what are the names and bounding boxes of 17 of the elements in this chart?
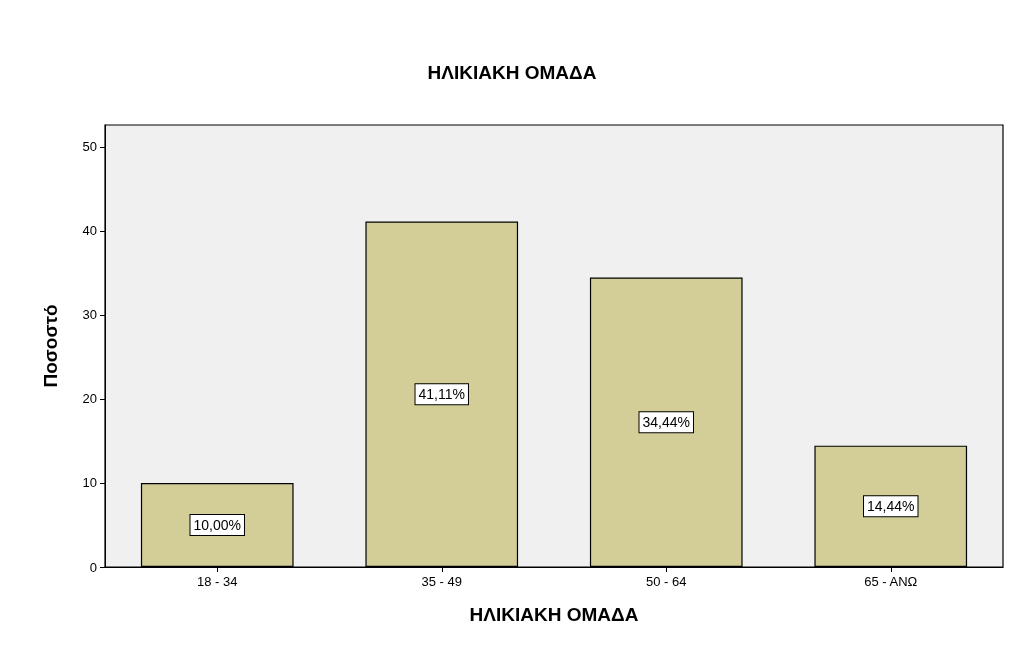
y-axis-title: Ποσοστό bbox=[40, 304, 61, 388]
y-tick-label: 40 bbox=[82, 223, 97, 239]
data-label: 14,44% bbox=[867, 498, 915, 515]
x-tick-label: 50 - 64 bbox=[646, 574, 687, 589]
x-tick-label: 35 - 49 bbox=[421, 574, 462, 589]
x-axis-title: ΗΛΙΚΙΑΚΗ ΟΜΑΔΑ bbox=[469, 604, 639, 625]
y-tick-label: 10 bbox=[82, 475, 97, 491]
y-tick-label: 0 bbox=[89, 559, 97, 575]
x-tick-label: 65 - ΑΝΩ bbox=[864, 574, 918, 589]
y-tick-label: 30 bbox=[82, 307, 97, 323]
data-label: 41,11% bbox=[418, 386, 465, 403]
x-tick-label: 18 - 34 bbox=[197, 574, 238, 589]
y-tick-label: 50 bbox=[82, 139, 97, 155]
data-label: 34,44% bbox=[642, 414, 690, 431]
data-label: 10,00% bbox=[193, 516, 241, 533]
chart-title: ΗΛΙΚΙΑΚΗ ΟΜΑΔΑ bbox=[427, 62, 597, 83]
y-tick-label: 20 bbox=[82, 391, 97, 407]
